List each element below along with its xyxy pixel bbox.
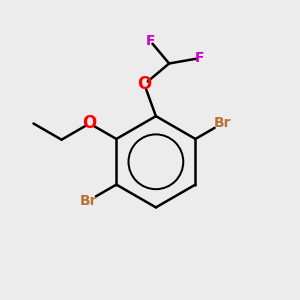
Text: Br: Br — [213, 116, 231, 130]
Text: O: O — [82, 115, 97, 133]
Text: Br: Br — [80, 194, 97, 208]
Text: O: O — [137, 75, 152, 93]
Text: F: F — [146, 34, 155, 48]
Text: F: F — [195, 51, 204, 65]
